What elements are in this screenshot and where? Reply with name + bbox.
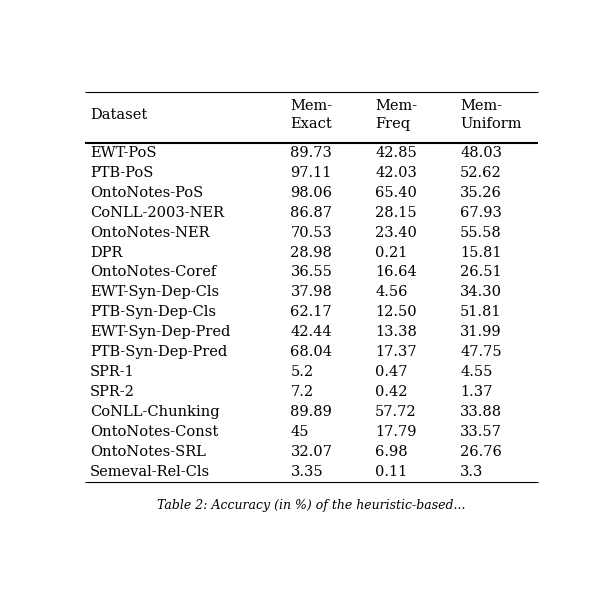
Text: 98.06: 98.06	[291, 185, 333, 200]
Text: Table 2: Accuracy (in %) of the heuristic-based...: Table 2: Accuracy (in %) of the heuristi…	[157, 499, 466, 512]
Text: 16.64: 16.64	[375, 265, 417, 280]
Text: 28.98: 28.98	[291, 246, 332, 259]
Text: 55.58: 55.58	[460, 225, 502, 240]
Text: Mem-
Uniform: Mem- Uniform	[460, 99, 522, 131]
Text: 42.03: 42.03	[375, 166, 417, 179]
Text: 5.2: 5.2	[291, 365, 314, 380]
Text: SPR-1: SPR-1	[90, 365, 135, 380]
Text: 34.30: 34.30	[460, 285, 502, 299]
Text: Mem-
Freq: Mem- Freq	[375, 99, 417, 131]
Text: CoNLL-Chunking: CoNLL-Chunking	[90, 405, 219, 420]
Text: 4.56: 4.56	[375, 285, 408, 299]
Text: 26.76: 26.76	[460, 445, 502, 460]
Text: 62.17: 62.17	[291, 306, 332, 319]
Text: 7.2: 7.2	[291, 386, 314, 399]
Text: PTB-Syn-Dep-Pred: PTB-Syn-Dep-Pred	[90, 346, 227, 359]
Text: 67.93: 67.93	[460, 206, 502, 219]
Text: 4.55: 4.55	[460, 365, 492, 380]
Text: 31.99: 31.99	[460, 325, 502, 340]
Text: 17.79: 17.79	[375, 426, 416, 439]
Text: 23.40: 23.40	[375, 225, 417, 240]
Text: SPR-2: SPR-2	[90, 386, 135, 399]
Text: EWT-Syn-Dep-Cls: EWT-Syn-Dep-Cls	[90, 285, 219, 299]
Text: Dataset: Dataset	[90, 108, 147, 122]
Text: 42.85: 42.85	[375, 145, 417, 160]
Text: 0.21: 0.21	[375, 246, 407, 259]
Text: PTB-PoS: PTB-PoS	[90, 166, 153, 179]
Text: 97.11: 97.11	[291, 166, 332, 179]
Text: 13.38: 13.38	[375, 325, 417, 340]
Text: 47.75: 47.75	[460, 346, 502, 359]
Text: OntoNotes-SRL: OntoNotes-SRL	[90, 445, 206, 460]
Text: 65.40: 65.40	[375, 185, 417, 200]
Text: 51.81: 51.81	[460, 306, 502, 319]
Text: CoNLL-2003-NER: CoNLL-2003-NER	[90, 206, 224, 219]
Text: 1.37: 1.37	[460, 386, 492, 399]
Text: 0.42: 0.42	[375, 386, 408, 399]
Text: 15.81: 15.81	[460, 246, 502, 259]
Text: 37.98: 37.98	[291, 285, 332, 299]
Text: 86.87: 86.87	[291, 206, 333, 219]
Text: 57.72: 57.72	[375, 405, 417, 420]
Text: 89.89: 89.89	[291, 405, 332, 420]
Text: 28.15: 28.15	[375, 206, 417, 219]
Text: 26.51: 26.51	[460, 265, 502, 280]
Text: 6.98: 6.98	[375, 445, 408, 460]
Text: 12.50: 12.50	[375, 306, 417, 319]
Text: DPR: DPR	[90, 246, 122, 259]
Text: EWT-PoS: EWT-PoS	[90, 145, 157, 160]
Text: Semeval-Rel-Cls: Semeval-Rel-Cls	[90, 465, 210, 479]
Text: 32.07: 32.07	[291, 445, 332, 460]
Text: 89.73: 89.73	[291, 145, 332, 160]
Text: 17.37: 17.37	[375, 346, 417, 359]
Text: 70.53: 70.53	[291, 225, 332, 240]
Text: 33.57: 33.57	[460, 426, 502, 439]
Text: OntoNotes-PoS: OntoNotes-PoS	[90, 185, 204, 200]
Text: OntoNotes-NER: OntoNotes-NER	[90, 225, 210, 240]
Text: 68.04: 68.04	[291, 346, 333, 359]
Text: PTB-Syn-Dep-Cls: PTB-Syn-Dep-Cls	[90, 306, 216, 319]
Text: 33.88: 33.88	[460, 405, 502, 420]
Text: 3.3: 3.3	[460, 465, 483, 479]
Text: 35.26: 35.26	[460, 185, 502, 200]
Text: 36.55: 36.55	[291, 265, 332, 280]
Text: 3.35: 3.35	[291, 465, 323, 479]
Text: 52.62: 52.62	[460, 166, 502, 179]
Text: 42.44: 42.44	[291, 325, 332, 340]
Text: OntoNotes-Coref: OntoNotes-Coref	[90, 265, 216, 280]
Text: Mem-
Exact: Mem- Exact	[291, 99, 333, 131]
Text: 0.11: 0.11	[375, 465, 407, 479]
Text: OntoNotes-Const: OntoNotes-Const	[90, 426, 218, 439]
Text: EWT-Syn-Dep-Pred: EWT-Syn-Dep-Pred	[90, 325, 230, 340]
Text: 48.03: 48.03	[460, 145, 502, 160]
Text: 0.47: 0.47	[375, 365, 408, 380]
Text: 45: 45	[291, 426, 309, 439]
